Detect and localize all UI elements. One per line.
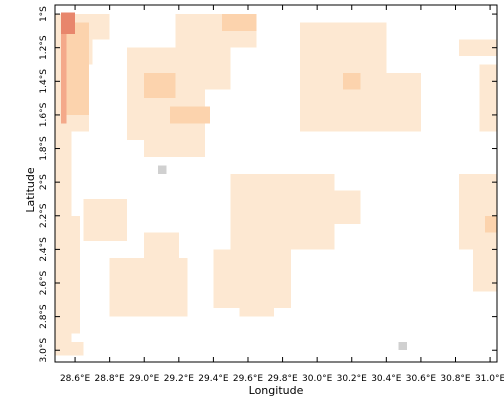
grid-cell [54,131,72,351]
y-tick-label: 1.4°S [39,69,49,94]
y-tick-label: 2°S [39,174,49,190]
grid-cell [230,173,335,250]
grid-cell [61,12,76,35]
grid-cell [222,14,257,31]
x-tick-label: 30.6°E [406,374,437,384]
x-tick-label: 29.4°E [198,374,229,384]
grid-cell [334,190,361,225]
y-axis-label: Latitude [24,167,37,213]
y-tick-label: 2.4°S [39,237,49,262]
x-tick-label: 29.2°E [164,374,195,384]
grid-cell [398,341,408,351]
y-tick-label: 1°S [39,6,49,22]
y-tick-label: 2.8°S [39,304,49,329]
y-tick-label: 1.2°S [39,35,49,60]
x-tick-label: 29.8°E [267,374,298,384]
y-tick-label: 2.2°S [39,203,49,228]
grid-cell [386,72,421,132]
grid-cell [92,14,110,40]
grid-cell [144,72,176,99]
grid-cell [83,198,127,241]
grid-cell [71,215,81,334]
y-tick-label: 2.6°S [39,270,49,295]
x-tick-label: 29.0°E [129,374,160,384]
grid-cell [479,64,497,132]
x-tick-label: 30.0°E [302,374,333,384]
y-tick-label: 1.6°S [39,102,49,127]
x-tick-label: 30.4°E [371,374,402,384]
grid-cell [144,232,179,258]
grid-cell [66,22,89,115]
y-tick-label: 3.0°S [39,338,49,363]
grid-cell [170,106,210,124]
x-tick-label: 28.6°E [60,374,91,384]
x-tick-label: 29.6°E [233,374,264,384]
grid-cell [61,22,67,124]
x-axis-label: Longitude [249,384,304,397]
grid-cell [484,215,497,233]
grid-cell [204,47,231,90]
grid-cell [458,39,497,57]
grid-cell [343,72,361,90]
x-tick-label: 30.8°E [440,374,471,384]
grid-cell [144,140,205,157]
grid-cell [54,341,84,356]
grid-cell [239,308,274,317]
grid-cell [213,249,292,309]
x-tick-label: 30.2°E [337,374,368,384]
grid-cell [109,257,188,317]
plot-frame [54,4,498,363]
y-tick-label: 1.8°S [39,136,49,161]
x-tick-label: 28.8°E [95,374,126,384]
grid-cell [458,173,497,250]
x-tick-label: 31.0°E [475,374,504,384]
grid-cell [158,165,167,174]
grid-cell [472,249,497,292]
